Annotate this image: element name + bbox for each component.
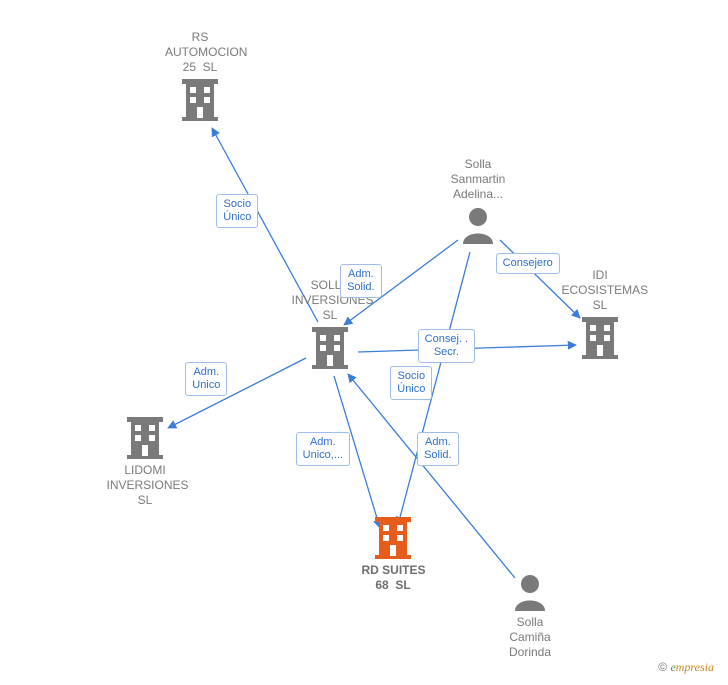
node-label: Solla Sanmartin Adelina... [443, 157, 513, 202]
watermark-brand-rest: mpresia [676, 660, 714, 674]
edge-label: Adm. Unico,... [296, 432, 350, 466]
edge-label: Socio Único [216, 194, 258, 228]
watermark-brand: empresia [670, 660, 714, 674]
edge-label: Consejero [496, 253, 560, 274]
edge-label: Consej. . Secr. [418, 329, 475, 363]
node-label: Solla Camiña Dorinda [506, 615, 555, 660]
node-label: IDI ECOSISTEMAS SL [562, 268, 639, 313]
watermark: © empresia [658, 660, 714, 675]
node-label: LIDOMI INVERSIONES SL [107, 463, 184, 508]
edge-label: Socio Único [390, 366, 432, 400]
node-label: RD SUITES 68 SL [362, 563, 425, 593]
edge-label: Adm. Solid. [340, 264, 382, 298]
edge-label: Adm. Solid. [417, 432, 459, 466]
node-label: RS AUTOMOCION 25 SL [165, 30, 235, 75]
copyright-symbol: © [658, 660, 667, 674]
edge-label: Adm. Unico [185, 362, 227, 396]
